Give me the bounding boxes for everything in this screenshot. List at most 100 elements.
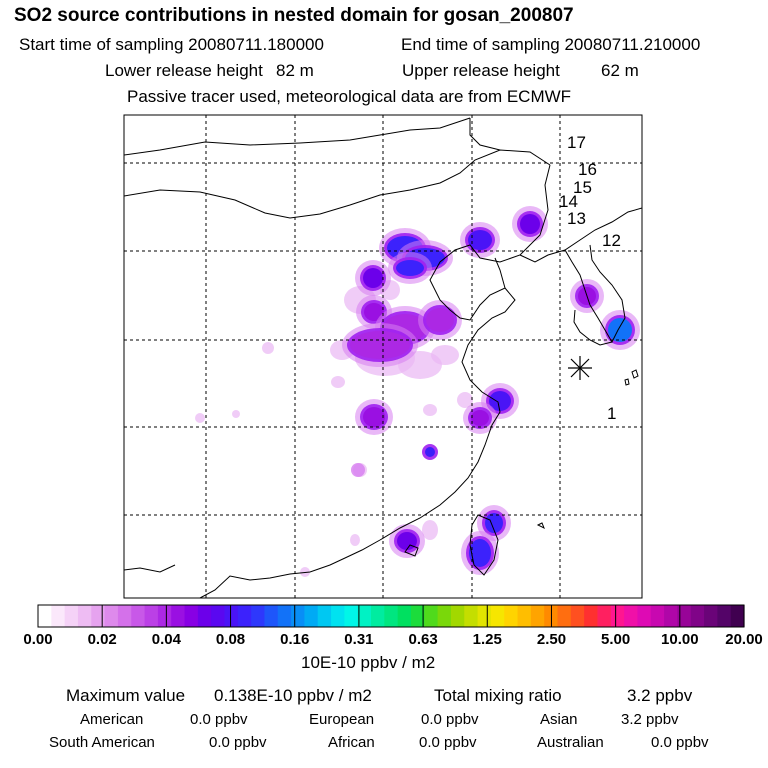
colorbar-swatch [637, 605, 652, 627]
colorbar-tick-label: 0.04 [151, 631, 181, 648]
start-time-label: Start time of sampling 20080711.180000 [19, 35, 324, 54]
region-value: 0.0 ppbv [419, 734, 477, 751]
plume-blob [262, 342, 274, 354]
colorbar-swatch [91, 605, 106, 627]
region-value: 0.0 ppbv [651, 734, 709, 751]
plume-blob [431, 345, 459, 365]
plume-blob [397, 532, 417, 550]
colorbar-swatch [51, 605, 66, 627]
colorbar-swatch [171, 605, 186, 627]
plume-blob [489, 391, 511, 411]
colorbar-swatch [490, 605, 505, 627]
lower-release-label: Lower release height [105, 61, 263, 80]
plume-blob [364, 303, 384, 321]
colorbar-swatch [477, 605, 492, 627]
colorbar-swatch [77, 605, 92, 627]
colorbar-swatch [277, 605, 292, 627]
lower-release-value: 82 m [276, 61, 314, 80]
contour-labels: 17 16 15 14 13 12 1 [559, 133, 621, 423]
colorbar-swatch [610, 605, 625, 627]
tracer-note: Passive tracer used, meteorological data… [127, 87, 572, 106]
colorbar-swatch [371, 605, 385, 627]
colorbar-swatch [251, 605, 266, 627]
upper-release-label: Upper release height [402, 61, 560, 80]
colorbar-swatch [464, 605, 479, 627]
colorbar-tick-label: 1.25 [472, 631, 502, 648]
colorbar-swatch [690, 605, 705, 627]
contour-label: 14 [559, 192, 578, 211]
receptor-marker-icon [568, 356, 592, 380]
colorbar-swatch [211, 605, 226, 627]
chart-title: SO2 source contributions in nested domai… [14, 5, 574, 26]
plume-blob [457, 392, 473, 408]
map-border [123, 114, 643, 599]
colorbar-tick-label: 20.00 [725, 631, 763, 648]
plume-blob [363, 268, 383, 288]
plume-blob [520, 214, 540, 234]
colorbar [38, 605, 745, 627]
colorbar-swatch [357, 605, 372, 627]
colorbar-swatch [570, 605, 585, 627]
plume-blob [396, 260, 424, 276]
plume-blob [363, 407, 385, 427]
plume-blob [350, 331, 410, 359]
colorbar-swatch [224, 605, 239, 627]
upper-release-value: 62 m [601, 61, 639, 80]
colorbar-swatch [584, 605, 599, 627]
region-value: 3.2 ppbv [621, 711, 679, 728]
plume-blob [426, 308, 454, 332]
contour-label: 16 [578, 160, 597, 179]
colorbar-tick-label: 0.16 [280, 631, 310, 648]
colorbar-swatch [38, 605, 52, 627]
contour-label: 13 [567, 209, 586, 228]
colorbar-swatch [331, 605, 345, 627]
contour-label: 12 [602, 231, 621, 250]
source-plumes [195, 206, 640, 577]
colorbar-swatch [557, 605, 572, 627]
region-value: 0.0 ppbv [421, 711, 479, 728]
contour-label: 1 [607, 404, 616, 423]
plume-blob [195, 413, 205, 423]
colorbar-swatch [410, 605, 425, 627]
colorbar-swatch [717, 605, 732, 627]
colorbar-tick-label: 0.02 [87, 631, 117, 648]
colorbar-tick-label: 0.63 [408, 631, 438, 648]
colorbar-swatch [664, 605, 678, 627]
total-mixing-label: Total mixing ratio [434, 686, 562, 705]
plume-blob [331, 376, 345, 388]
colorbar-swatch [144, 605, 159, 627]
colorbar-swatch [184, 605, 199, 627]
region-name: Asian [540, 711, 578, 728]
plume-blob [468, 230, 492, 250]
plume-blob [350, 534, 360, 546]
region-name: American [80, 711, 144, 728]
plume-blob [425, 447, 435, 457]
plume-blob [485, 513, 503, 533]
max-value: 0.138E-10 ppbv / m2 [214, 686, 372, 705]
colorbar-swatch [157, 605, 172, 627]
colorbar-swatch [317, 605, 332, 627]
colorbar-tick-label: 10.00 [661, 631, 699, 648]
colorbar-swatch [437, 605, 452, 627]
colorbar-swatch [424, 605, 439, 627]
colorbar-swatch [197, 605, 212, 627]
colorbar-swatch [650, 605, 665, 627]
colorbar-swatch [264, 605, 279, 627]
plume-blob [423, 404, 437, 416]
region-value: 0.0 ppbv [190, 711, 248, 728]
region-name: European [309, 711, 375, 728]
colorbar-swatch [344, 605, 359, 627]
colorbar-ticks [37, 605, 745, 627]
plume-blob [422, 520, 438, 540]
end-time-label: End time of sampling 20080711.210000 [401, 35, 701, 54]
colorbar-swatch [397, 605, 412, 627]
colorbar-swatch [677, 605, 692, 627]
region-name: Australian [537, 734, 604, 751]
colorbar-swatch [104, 605, 119, 627]
total-mixing-value: 3.2 ppbv [627, 686, 693, 705]
colorbar-swatch [530, 605, 545, 627]
plume-blob [471, 410, 489, 426]
colorbar-swatch [597, 605, 612, 627]
colorbar-tick-label: 5.00 [601, 631, 631, 648]
